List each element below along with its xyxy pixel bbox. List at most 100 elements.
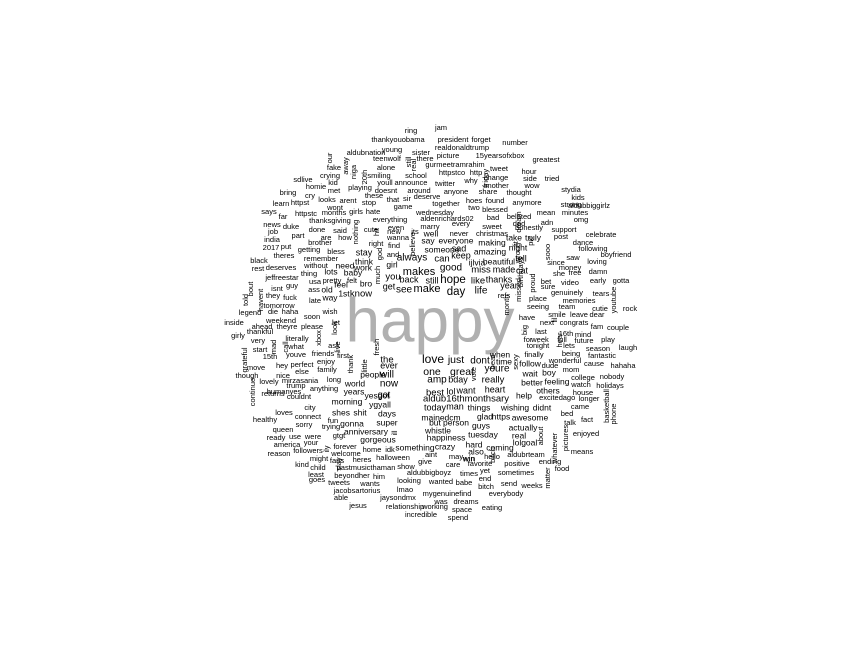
word-sure: sure (541, 282, 556, 291)
word-full: full (557, 335, 567, 344)
word-lets: lets (563, 341, 575, 350)
word-great: great (450, 366, 474, 378)
word-jeffreestar: jeffreestar (264, 273, 299, 282)
word-sad: sad (452, 243, 467, 253)
word-life: life (475, 286, 488, 297)
word-make: make (414, 283, 441, 295)
word-ygyall: ygyall (369, 399, 391, 409)
word-ask: ask (328, 341, 340, 350)
word-good: good (440, 263, 462, 274)
word-young: young (382, 145, 402, 154)
word-anyone: anyone (444, 187, 469, 196)
word-first: first (337, 351, 350, 360)
word-look: look (330, 321, 339, 335)
word-awesome: awesome (512, 412, 549, 422)
word-enjoyed: enjoyed (573, 429, 599, 438)
word-about: about (536, 426, 545, 446)
word-bless: bless (327, 247, 345, 256)
word-didnt: didnt (533, 402, 552, 412)
word-humanyes: humanyes (267, 387, 302, 396)
word-share: share (479, 187, 498, 196)
word-strong: strong (561, 200, 582, 209)
word-gorgeous: gorgeous (360, 434, 395, 444)
word-you: you (385, 272, 400, 283)
word-every: every (452, 219, 471, 228)
word-post: post (554, 232, 569, 241)
word-stop: stop (362, 198, 376, 207)
word-nothing: nothing (351, 220, 360, 245)
word-mygenuinefind: mygenuinefind (423, 489, 472, 498)
word-sweet: sweet (482, 222, 503, 231)
word-tuesday: tuesday (468, 429, 499, 439)
word-theres: theres (274, 251, 295, 260)
word-love: love (422, 352, 444, 366)
word-refs: refs (498, 291, 511, 300)
word-fam: fam (591, 322, 604, 331)
word-basketball: basketball (602, 389, 611, 423)
word-fans: fans (330, 456, 344, 465)
word-holidays: holidays (596, 381, 624, 390)
word-live: live (333, 341, 342, 352)
word-friday: friday (481, 169, 490, 188)
word-damn: damn (589, 267, 608, 276)
word-minutes: minutes (562, 208, 589, 217)
word-school: school (405, 171, 427, 180)
word-free: free (569, 268, 582, 277)
word-college: college (571, 373, 595, 382)
word-lmao: lmao (397, 485, 413, 494)
word-belated: belated (507, 212, 532, 221)
word-and: and (387, 250, 400, 259)
word-last: last (535, 327, 548, 336)
word-find: find (388, 241, 400, 250)
word-got: got (378, 389, 391, 399)
word-picture: picture (437, 151, 460, 160)
word-crazy: crazy (435, 441, 456, 451)
word-she: she (553, 269, 565, 278)
word-dont: dont (470, 356, 490, 367)
word-ring: ring (405, 126, 418, 135)
word-thanksgiving: thanksgiving (309, 216, 351, 225)
word-least: least (308, 470, 325, 479)
word-forget: forget (471, 135, 491, 144)
word-birthdays: birthdays (516, 257, 525, 288)
word-others: others (536, 385, 560, 395)
word-hate: hate (366, 207, 381, 216)
word-20th: 20th (360, 170, 369, 185)
word-hard: hard (465, 439, 482, 449)
word-sooo: sooo (543, 244, 552, 260)
word-followers: followers (293, 446, 323, 455)
word-year: year (500, 280, 518, 290)
word-cat: cat (516, 265, 529, 275)
word-were: were (304, 432, 321, 441)
word-thanks: thanks (486, 274, 513, 284)
word-friends: friends (312, 349, 335, 358)
word-around: around (407, 186, 430, 195)
word-dance: dance (573, 238, 593, 247)
word-far: far (279, 212, 288, 221)
word-new: new (387, 227, 401, 236)
word-need: need (336, 260, 355, 270)
word-believe: believe (408, 232, 417, 256)
word-miss: miss (471, 265, 491, 276)
word-are: are (321, 233, 332, 242)
word-realdonaldtrump: realdonaldtrump (435, 143, 489, 152)
word-sometimes: sometimes (498, 468, 535, 477)
word-ass: ass (308, 285, 320, 294)
word-following: following (578, 244, 607, 253)
word-amp: amp (427, 375, 447, 386)
word-celebrate: celebrate (586, 230, 617, 239)
word-gotta: gotta (613, 276, 631, 285)
word-dreams: dreams (453, 497, 478, 506)
word-1st: 1st (338, 288, 350, 298)
word-thought: thought (506, 188, 532, 197)
word-eating: eating (482, 503, 502, 512)
word-tweets: tweets (328, 478, 350, 487)
word-wonderful: wonderful (548, 356, 582, 365)
word-christmas: christmas (476, 229, 508, 238)
word-beautiful: beautiful (483, 256, 515, 266)
word-shes: shes (332, 407, 350, 417)
word-alone: alone (377, 163, 395, 172)
word-know: know (350, 289, 372, 300)
word-bad: bad (487, 213, 500, 222)
word-hey: hey (276, 361, 288, 370)
